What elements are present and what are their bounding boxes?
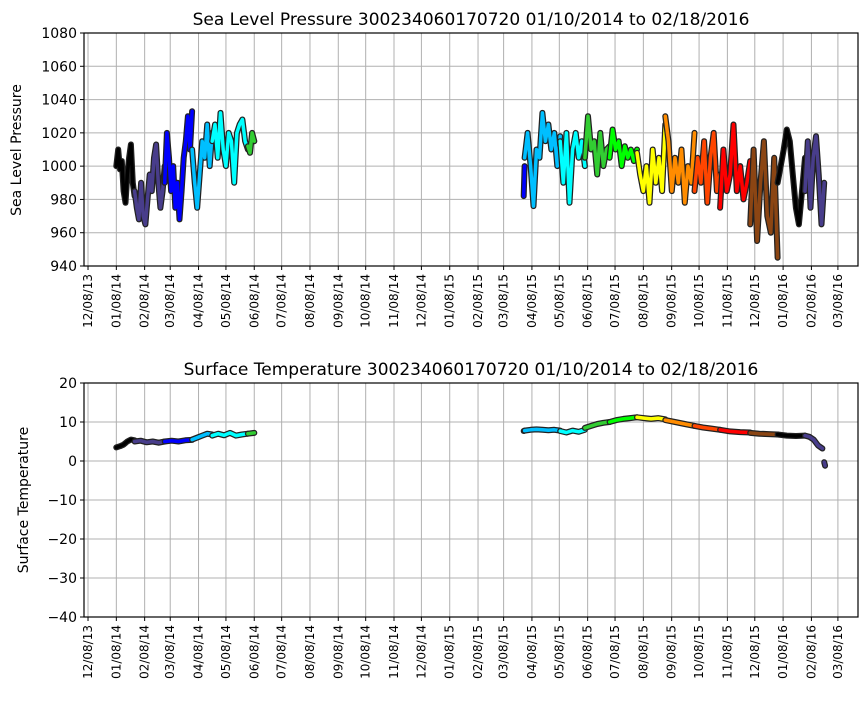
x-tick-label: 01/08/15: [443, 274, 457, 328]
x-tick-label: 06/08/14: [247, 625, 261, 679]
y-tick-label: 1040: [41, 93, 77, 109]
y-tick-label: −40: [47, 610, 77, 626]
x-tick-label: 03/08/16: [831, 625, 845, 679]
x-tick-label: 09/08/15: [665, 274, 679, 328]
series: [116, 417, 825, 465]
x-tick-label: 02/08/16: [804, 274, 818, 328]
series-segment-7: [525, 429, 561, 430]
x-tick-label: 08/08/15: [636, 274, 650, 328]
x-tick-label: 02/08/15: [471, 274, 485, 328]
series-segment-6: [524, 166, 525, 196]
x-tick-label: 04/08/14: [192, 625, 206, 679]
series-segment-1: [135, 441, 165, 443]
x-tick-label: 07/08/15: [608, 274, 622, 328]
x-tick-label: 08/08/15: [636, 625, 650, 679]
y-tick-label: 1020: [41, 126, 77, 142]
y-tick-label: 960: [50, 226, 77, 242]
y-tick-label: −30: [47, 571, 77, 587]
x-tick-label: 01/08/16: [776, 274, 790, 328]
x-tick-label: 12/08/14: [414, 274, 428, 328]
grid: [84, 383, 858, 617]
series-segment-15: [750, 433, 777, 435]
y-tick-label: 980: [50, 192, 77, 208]
x-tick-label: 11/08/15: [720, 625, 734, 679]
x-tick-label: 07/08/14: [275, 274, 289, 328]
x-tick-label: 01/08/15: [443, 625, 457, 679]
series-segment-5: [248, 433, 254, 434]
x-tick-label: 01/08/16: [776, 625, 790, 679]
y-tick-label: 20: [59, 376, 77, 392]
x-tick-label: 01/08/14: [109, 625, 123, 679]
x-tick-label: 12/08/13: [81, 625, 95, 679]
x-tick-label: 12/08/14: [414, 625, 428, 679]
x-tick-label: 09/08/15: [665, 625, 679, 679]
x-tick-label: 11/08/14: [387, 274, 401, 328]
x-tick-label: 10/08/14: [359, 274, 373, 328]
series-segment-18: [824, 462, 825, 466]
x-tick-label: 03/08/15: [497, 625, 511, 679]
series-segment-2: [165, 440, 192, 442]
x-tick-label: 03/08/15: [497, 274, 511, 328]
x-tick-label: 06/08/15: [581, 625, 595, 679]
x-tick-label: 04/08/14: [192, 274, 206, 328]
x-tick-label: 04/08/15: [525, 625, 539, 679]
x-tick-label: 05/08/14: [219, 625, 233, 679]
x-tick-label: 09/08/14: [331, 274, 345, 328]
x-tick-label: 01/08/14: [109, 274, 123, 328]
x-tick-label: 10/08/15: [692, 274, 706, 328]
x-tick-label: 10/08/15: [692, 625, 706, 679]
x-tick-label: 03/08/16: [831, 274, 845, 328]
x-tick-label: 10/08/14: [359, 625, 373, 679]
ticks: −40 −30 −20 −10 0 10 20 12/08/13 01/08/14 02/08/1…: [47, 376, 844, 679]
x-tick-label: 08/08/14: [303, 274, 317, 328]
y-tick-label: 10: [59, 415, 77, 431]
series-segment-11: [637, 417, 665, 419]
chart-title: Surface Temperature 300234060170720 01/1…: [184, 360, 759, 380]
x-tick-label: 11/08/14: [387, 625, 401, 679]
y-tick-label: 1080: [41, 26, 77, 42]
surface-temperature-chart: Surface Temperature 300234060170720 01/1…: [16, 360, 858, 679]
y-tick-label: 1000: [41, 159, 77, 175]
x-tick-label: 02/08/14: [138, 625, 152, 679]
x-tick-label: 12/08/15: [748, 625, 762, 679]
x-tick-label: 02/08/14: [138, 274, 152, 328]
series-segment-16: [778, 435, 805, 437]
x-tick-label: 09/08/14: [331, 625, 345, 679]
x-tick-label: 02/08/16: [804, 625, 818, 679]
x-tick-label: 03/08/14: [163, 274, 177, 328]
y-tick-label: 940: [50, 259, 77, 275]
y-tick-label: 1060: [41, 59, 77, 75]
x-tick-label: 07/08/15: [608, 625, 622, 679]
y-tick-label: −20: [47, 532, 77, 548]
sea-level-pressure-chart: Sea Level Pressure 300234060170720 01/10…: [9, 10, 858, 328]
x-tick-label: 07/08/14: [275, 625, 289, 679]
x-tick-label: 06/08/14: [247, 274, 261, 328]
y-axis-label: Surface Temperature: [16, 427, 32, 573]
chart-title: Sea Level Pressure 300234060170720 01/10…: [193, 10, 750, 30]
x-tick-label: 12/08/15: [748, 274, 762, 328]
y-tick-label: 0: [68, 454, 77, 470]
series-segment-2: [165, 111, 192, 219]
x-tick-label: 04/08/15: [525, 274, 539, 328]
series-segment-17: [805, 436, 822, 449]
x-tick-label: 06/08/15: [581, 274, 595, 328]
series-segment-8: [560, 430, 585, 433]
x-tick-label: 05/08/14: [219, 274, 233, 328]
x-tick-label: 12/08/13: [81, 274, 95, 328]
y-axis-label: Sea Level Pressure: [9, 84, 25, 216]
x-tick-label: 11/08/15: [720, 274, 734, 328]
x-tick-label: 03/08/14: [163, 625, 177, 679]
x-tick-label: 02/08/15: [471, 625, 485, 679]
x-tick-label: 05/08/15: [552, 274, 566, 328]
x-tick-label: 05/08/15: [552, 625, 566, 679]
x-tick-label: 08/08/14: [303, 625, 317, 679]
y-tick-label: −10: [47, 493, 77, 509]
